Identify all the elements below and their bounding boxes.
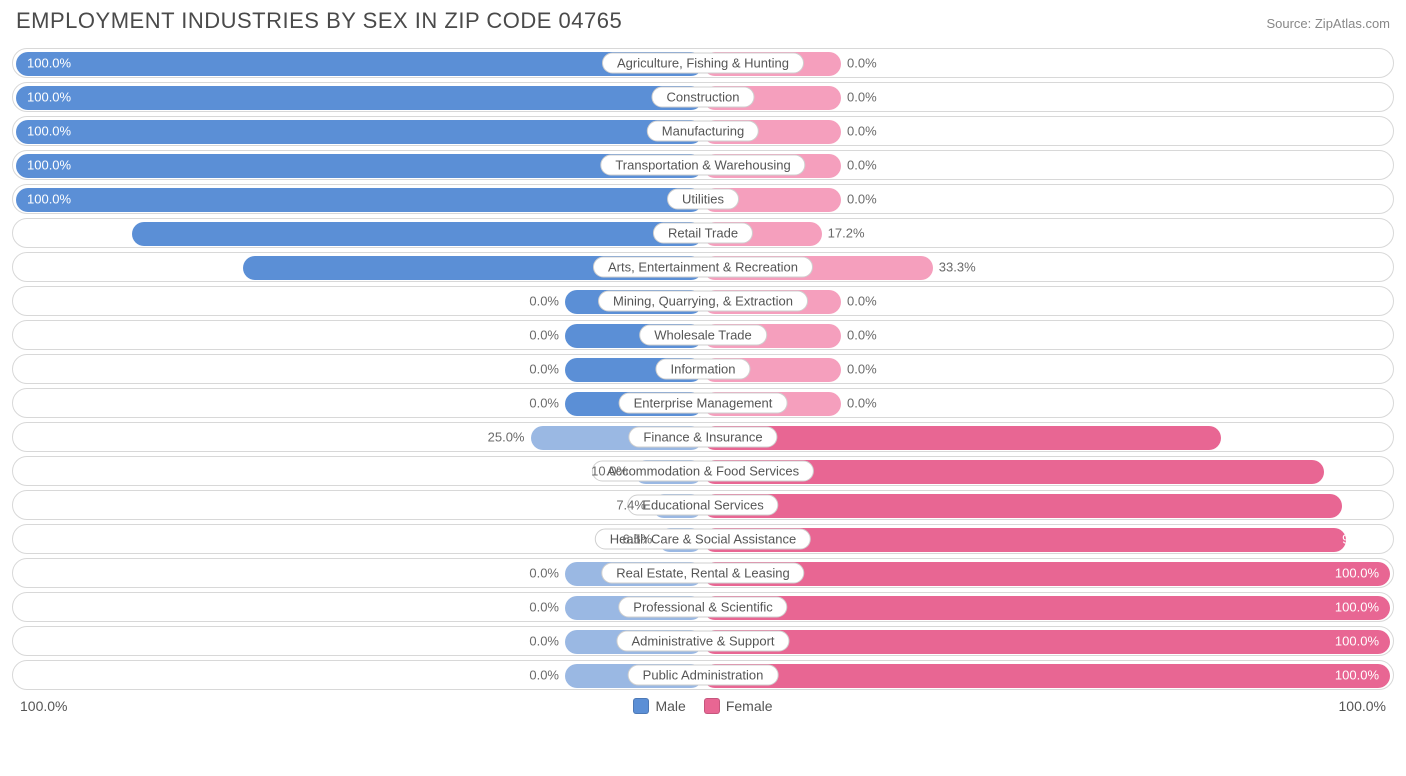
bar-male xyxy=(16,188,703,212)
value-female: 0.0% xyxy=(847,362,877,377)
row-category-label: Mining, Quarrying, & Extraction xyxy=(598,291,808,312)
legend-male-label: Male xyxy=(655,698,685,714)
value-male: 66.7% xyxy=(27,260,64,275)
value-female: 0.0% xyxy=(847,158,877,173)
value-male: 0.0% xyxy=(529,396,559,411)
row-category-label: Administrative & Support xyxy=(616,631,789,652)
value-female: 90.0% xyxy=(1342,464,1379,479)
legend-swatch-female xyxy=(704,698,720,714)
row-category-label: Transportation & Warehousing xyxy=(600,155,805,176)
value-female: 100.0% xyxy=(1335,668,1379,683)
axis-left-label: 100.0% xyxy=(20,698,67,714)
row-category-label: Finance & Insurance xyxy=(628,427,777,448)
chart-header: EMPLOYMENT INDUSTRIES BY SEX IN ZIP CODE… xyxy=(12,8,1394,34)
value-male: 0.0% xyxy=(529,362,559,377)
value-male: 7.4% xyxy=(616,498,646,513)
chart-row: Real Estate, Rental & Leasing 0.0% 100.0% xyxy=(12,558,1394,588)
value-male: 0.0% xyxy=(529,600,559,615)
value-female: 92.6% xyxy=(1342,498,1379,513)
bar-female xyxy=(703,596,1390,620)
bar-female xyxy=(703,426,1221,450)
chart-row: Educational Services7.4% 92.6% xyxy=(12,490,1394,520)
value-male: 0.0% xyxy=(529,634,559,649)
value-female: 0.0% xyxy=(847,396,877,411)
chart-row: Retail Trade 82.8% 17.2% xyxy=(12,218,1394,248)
value-female: 0.0% xyxy=(847,328,877,343)
value-male: 10.0% xyxy=(591,464,628,479)
bar-male xyxy=(16,120,703,144)
value-male: 100.0% xyxy=(27,90,71,105)
chart-row: Wholesale Trade 0.0% 0.0% xyxy=(12,320,1394,350)
value-male: 0.0% xyxy=(529,668,559,683)
value-female: 100.0% xyxy=(1335,600,1379,615)
value-male: 100.0% xyxy=(27,56,71,71)
chart-row: Enterprise Management 0.0% 0.0% xyxy=(12,388,1394,418)
value-male: 100.0% xyxy=(27,158,71,173)
chart-row: Manufacturing 100.0% 0.0% xyxy=(12,116,1394,146)
chart-row: Transportation & Warehousing 100.0% 0.0% xyxy=(12,150,1394,180)
value-female: 100.0% xyxy=(1335,566,1379,581)
chart-footer: 100.0% Male Female 100.0% xyxy=(12,698,1394,714)
chart-row: Accommodation & Food Services10.0%90.0% xyxy=(12,456,1394,486)
bar-male xyxy=(16,86,703,110)
bar-female xyxy=(703,494,1342,518)
value-male: 0.0% xyxy=(529,294,559,309)
value-female: 75.0% xyxy=(1342,430,1379,445)
diverging-bar-chart: Agriculture, Fishing & Hunting 100.0% 0.0%… xyxy=(12,48,1394,690)
value-female: 93.6% xyxy=(1342,532,1379,547)
value-male: 0.0% xyxy=(529,566,559,581)
value-female: 17.2% xyxy=(828,226,865,241)
axis-right-label: 100.0% xyxy=(1339,698,1386,714)
chart-source: Source: ZipAtlas.com xyxy=(1266,16,1390,31)
chart-row: Agriculture, Fishing & Hunting 100.0% 0.0% xyxy=(12,48,1394,78)
chart-row: Health Care & Social Assistance6.5%93.6% xyxy=(12,524,1394,554)
row-category-label: Construction xyxy=(652,87,755,108)
row-category-label: Wholesale Trade xyxy=(639,325,767,346)
row-category-label: Manufacturing xyxy=(647,121,759,142)
row-category-label: Professional & Scientific xyxy=(618,597,787,618)
value-male: 6.5% xyxy=(623,532,653,547)
chart-row: Construction 100.0% 0.0% xyxy=(12,82,1394,112)
bar-female xyxy=(703,664,1390,688)
chart-row: Arts, Entertainment & Recreation 66.7% 33.… xyxy=(12,252,1394,282)
value-female: 0.0% xyxy=(847,294,877,309)
row-category-label: Information xyxy=(655,359,750,380)
chart-row: Utilities 100.0% 0.0% xyxy=(12,184,1394,214)
legend-male: Male xyxy=(633,698,685,714)
value-male: 82.8% xyxy=(27,226,64,241)
row-category-label: Arts, Entertainment & Recreation xyxy=(593,257,813,278)
bar-female xyxy=(703,630,1390,654)
chart-title: EMPLOYMENT INDUSTRIES BY SEX IN ZIP CODE… xyxy=(16,8,622,34)
value-male: 25.0% xyxy=(488,430,525,445)
value-male: 100.0% xyxy=(27,124,71,139)
bar-male xyxy=(132,222,703,246)
legend-female: Female xyxy=(704,698,773,714)
value-female: 0.0% xyxy=(847,192,877,207)
value-male: 0.0% xyxy=(529,328,559,343)
value-female: 0.0% xyxy=(847,56,877,71)
row-category-label: Agriculture, Fishing & Hunting xyxy=(602,53,804,74)
chart-row: Finance & Insurance 25.0% 75.0% xyxy=(12,422,1394,452)
row-category-label: Utilities xyxy=(667,189,739,210)
chart-row: Public Administration 0.0% 100.0% xyxy=(12,660,1394,690)
bar-male xyxy=(16,52,703,76)
chart-row: Information 0.0% 0.0% xyxy=(12,354,1394,384)
row-category-label: Educational Services xyxy=(627,495,778,516)
value-female: 0.0% xyxy=(847,124,877,139)
row-category-label: Retail Trade xyxy=(653,223,753,244)
row-category-label: Public Administration xyxy=(628,665,779,686)
chart-row: Mining, Quarrying, & Extraction 0.0% 0.0% xyxy=(12,286,1394,316)
value-female: 100.0% xyxy=(1335,634,1379,649)
row-category-label: Real Estate, Rental & Leasing xyxy=(601,563,804,584)
value-female: 0.0% xyxy=(847,90,877,105)
legend-swatch-male xyxy=(633,698,649,714)
legend: Male Female xyxy=(633,698,772,714)
chart-row: Administrative & Support 0.0% 100.0% xyxy=(12,626,1394,656)
row-category-label: Enterprise Management xyxy=(619,393,788,414)
value-female: 33.3% xyxy=(939,260,976,275)
legend-female-label: Female xyxy=(726,698,773,714)
bar-female xyxy=(703,562,1390,586)
chart-row: Professional & Scientific 0.0% 100.0% xyxy=(12,592,1394,622)
value-male: 100.0% xyxy=(27,192,71,207)
